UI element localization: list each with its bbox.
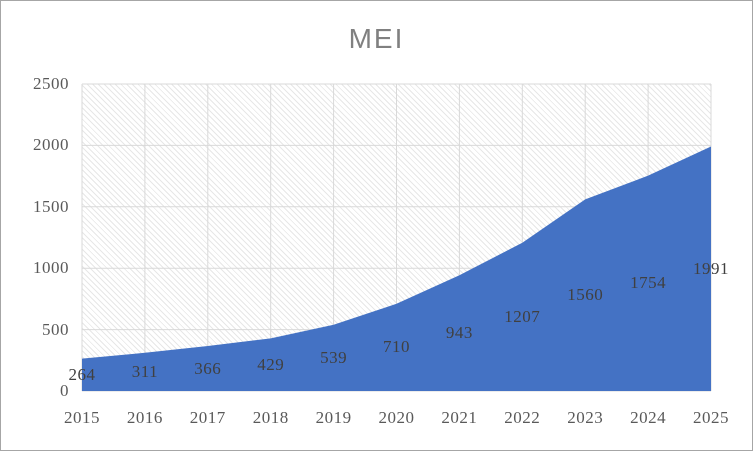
- data-label: 1207: [504, 306, 541, 326]
- data-label: 710: [383, 337, 410, 357]
- x-tick-label: 2022: [504, 408, 541, 427]
- data-label: 539: [320, 347, 348, 367]
- area-series: [82, 146, 711, 391]
- x-tick-label: 2018: [252, 408, 289, 427]
- x-tick-label: 2016: [126, 408, 163, 427]
- data-label: 311: [131, 361, 159, 381]
- data-label: 943: [445, 323, 473, 343]
- x-tick-label: 2024: [630, 408, 667, 427]
- area-chart-graphic: [81, 83, 712, 392]
- plot-area: [81, 83, 712, 392]
- x-tick-label: 2021: [441, 408, 478, 427]
- chart-title: MEI: [348, 23, 405, 54]
- data-label: 366: [194, 358, 222, 378]
- x-tick-label: 2019: [315, 408, 352, 427]
- y-tick-label: 1000: [33, 258, 69, 278]
- y-tick-label: 500: [42, 319, 69, 339]
- x-tick-label: 2025: [693, 408, 729, 427]
- x-tick-label: 2020: [378, 408, 415, 427]
- x-tick-label: 2023: [567, 408, 604, 427]
- data-label: 1991: [693, 258, 729, 278]
- x-tick-label: 2015: [64, 408, 100, 427]
- y-tick-label: 2000: [33, 135, 69, 155]
- y-axis: 0 500 1000 1500 2000 2500: [1, 1, 69, 450]
- x-tick-label: 2017: [189, 408, 226, 427]
- y-tick-label: 1500: [33, 196, 69, 216]
- data-label: 1560: [567, 285, 604, 305]
- data-label: 264: [68, 364, 96, 384]
- y-tick-label: 2500: [33, 74, 69, 93]
- data-label: 1754: [630, 273, 667, 293]
- y-tick-label: 0: [60, 381, 69, 400]
- data-label: 429: [257, 354, 285, 374]
